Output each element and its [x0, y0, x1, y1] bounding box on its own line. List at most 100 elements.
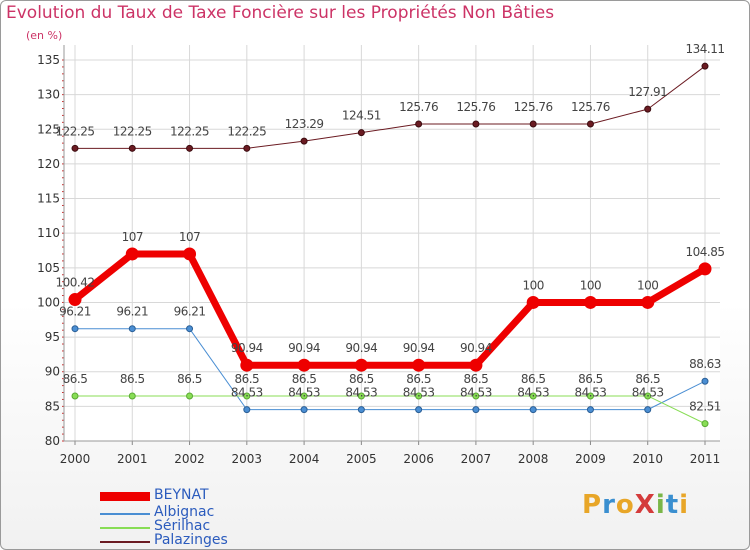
logo-letter: i — [655, 490, 666, 520]
y-tick-label: 80 — [45, 434, 60, 448]
proxiti-logo: ProXiti — [582, 490, 689, 520]
x-tick-label: 2003 — [232, 452, 263, 466]
data-point-serilhac — [644, 392, 652, 400]
data-label-beynat: 100 — [522, 278, 543, 292]
data-point-beynat — [526, 295, 540, 309]
data-label-serilhac: 86.5 — [120, 372, 145, 386]
data-label-palazinges: 134.11 — [686, 42, 725, 56]
series-line-palazinges — [75, 65, 706, 149]
y-tick-label: 85 — [45, 399, 60, 413]
data-label-serilhac: 86.5 — [578, 372, 603, 386]
data-point-palazinges — [357, 129, 365, 137]
data-point-serilhac — [357, 392, 365, 400]
data-point-serilhac — [415, 392, 423, 400]
y-tick-label: 130 — [37, 88, 60, 102]
data-label-palazinges: 125.76 — [399, 100, 438, 114]
data-point-albignac — [415, 406, 423, 414]
data-label-palazinges: 123.29 — [285, 117, 324, 131]
legend-swatch-albignac — [100, 513, 150, 515]
data-label-albignac: 84.53 — [403, 386, 435, 400]
data-point-beynat — [183, 247, 197, 261]
y-tick-label: 95 — [45, 330, 60, 344]
data-label-beynat: 104.85 — [686, 245, 725, 259]
series-line-albignac — [75, 328, 706, 411]
data-point-beynat — [641, 295, 655, 309]
y-tick-label: 100 — [37, 295, 60, 309]
x-tick-label: 2008 — [518, 452, 549, 466]
logo-letter: i — [679, 490, 690, 520]
logo-letter: o — [615, 490, 635, 520]
x-tick-label: 2010 — [632, 452, 663, 466]
y-tick-label: 90 — [45, 365, 60, 379]
data-label-serilhac: 86.5 — [464, 372, 489, 386]
data-label-palazinges: 127.91 — [628, 85, 667, 99]
data-point-serilhac — [300, 392, 308, 400]
data-label-albignac: 88.63 — [689, 357, 721, 371]
data-point-palazinges — [186, 144, 194, 152]
logo-letter: P — [582, 490, 603, 520]
logo-letter: X — [634, 490, 656, 520]
x-tick-label: 2000 — [60, 452, 91, 466]
data-label-serilhac: 86.5 — [292, 372, 317, 386]
data-label-beynat: 100.42 — [56, 276, 95, 290]
x-tick-label: 2007 — [461, 452, 492, 466]
data-point-beynat — [125, 247, 139, 261]
data-point-albignac — [586, 406, 594, 414]
logo-letter: t — [665, 490, 680, 520]
data-point-palazinges — [71, 144, 79, 152]
y-tick-label: 125 — [37, 122, 60, 136]
axes: 80 85 90 95 100 105 110 115 120 125 130 135 2000 2001… — [37, 45, 720, 466]
data-point-albignac — [71, 325, 79, 333]
data-label-albignac: 84.53 — [575, 386, 607, 400]
data-label-serilhac: 86.5 — [177, 372, 202, 386]
legend-label-albignac: Albignac — [154, 504, 215, 520]
data-label-beynat: 100 — [637, 278, 658, 292]
data-point-palazinges — [300, 137, 308, 145]
data-point-palazinges — [415, 120, 423, 128]
data-label-serilhac: 86.5 — [63, 372, 88, 386]
data-point-beynat — [354, 358, 368, 372]
data-label-serilhac: 86.5 — [349, 372, 374, 386]
legend-label-palazinges: Palazinges — [154, 532, 228, 548]
data-point-albignac — [529, 406, 537, 414]
x-tick-label: 2009 — [575, 452, 606, 466]
legend-label-beynat: BEYNAT — [154, 487, 209, 503]
data-label-albignac: 96.21 — [59, 305, 91, 319]
data-point-beynat — [240, 358, 254, 372]
data-label-beynat: 90.94 — [345, 341, 377, 355]
data-point-palazinges — [586, 120, 594, 128]
data-point-albignac — [701, 377, 709, 385]
data-label-palazinges: 122.25 — [56, 124, 95, 138]
plot-background — [64, 45, 720, 441]
data-label-beynat: 90.94 — [460, 341, 492, 355]
x-tick-label: 2001 — [117, 452, 148, 466]
series-layer — [68, 62, 712, 428]
data-label-serilhac: 86.5 — [635, 372, 660, 386]
data-point-albignac — [243, 406, 251, 414]
data-label-albignac: 96.21 — [174, 305, 206, 319]
data-label-albignac: 84.53 — [231, 386, 263, 400]
data-point-beynat — [469, 358, 483, 372]
data-point-serilhac — [472, 392, 480, 400]
data-point-serilhac — [243, 392, 251, 400]
y-tick-label: 105 — [37, 261, 60, 275]
data-label-albignac: 84.53 — [517, 386, 549, 400]
data-point-serilhac — [186, 392, 194, 400]
y-tick-label: 135 — [37, 53, 60, 67]
data-point-palazinges — [529, 120, 537, 128]
data-point-serilhac — [71, 392, 79, 400]
series-line-beynat — [72, 250, 707, 369]
legend-swatch-serilhac — [100, 527, 150, 529]
data-label-albignac: 84.53 — [288, 386, 320, 400]
y-tick-label: 115 — [37, 192, 60, 206]
data-point-albignac — [186, 325, 194, 333]
data-point-beynat — [68, 293, 82, 307]
data-labels: 100.42 107 107 90.94 90.94 90.94 90.94 90.94 100… — [56, 42, 726, 413]
chart-title: Evolution du Taux de Taxe Foncière sur l… — [6, 3, 555, 23]
legend-swatch-beynat — [100, 492, 150, 501]
data-label-albignac: 84.53 — [632, 386, 664, 400]
data-point-albignac — [357, 406, 365, 414]
y-tick-label: 110 — [37, 226, 60, 240]
x-tick-label: 2005 — [346, 452, 377, 466]
data-point-beynat — [698, 262, 712, 276]
